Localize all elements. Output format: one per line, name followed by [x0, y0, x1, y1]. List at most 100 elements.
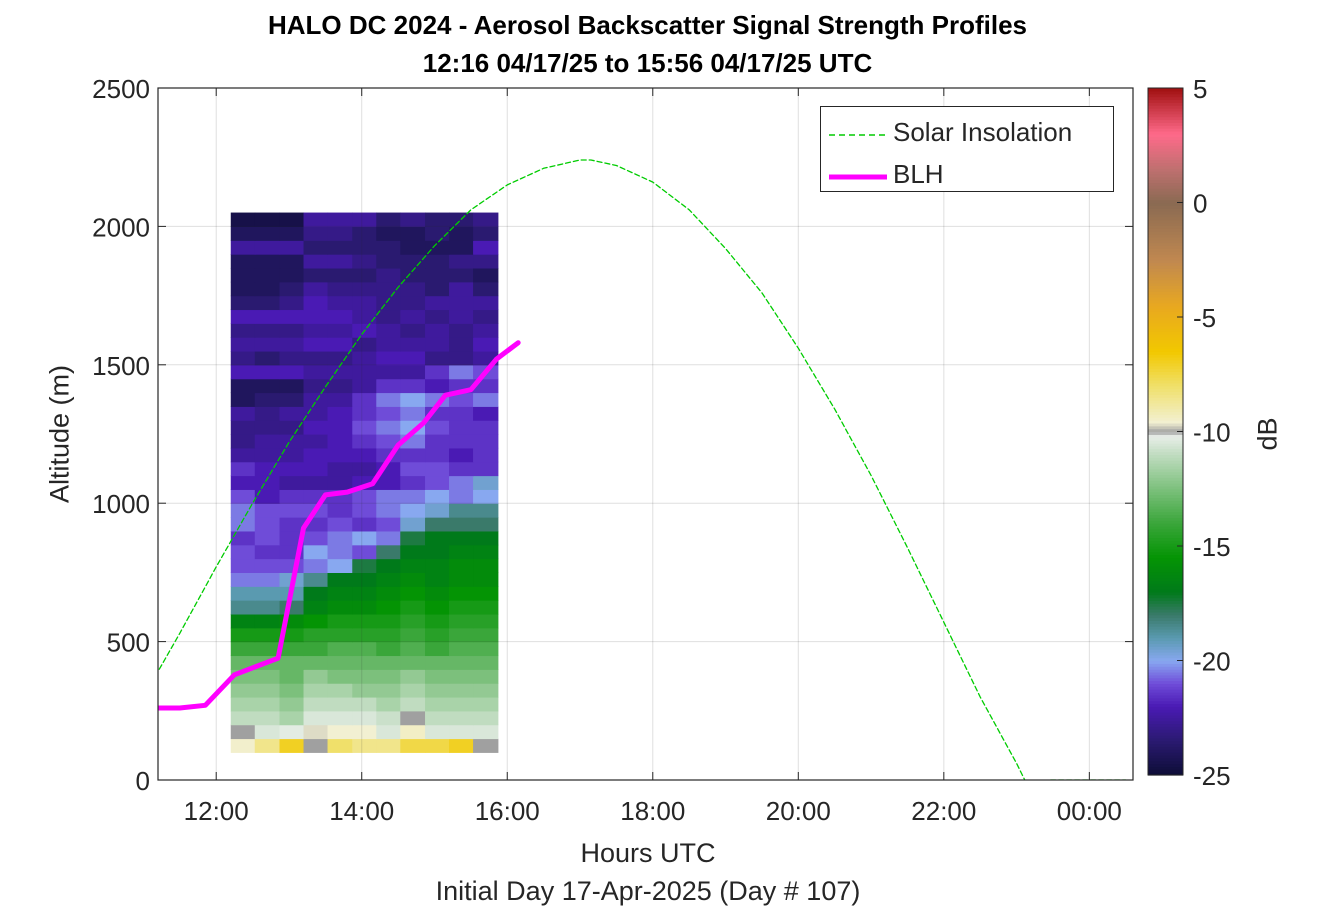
- colorbar-band: [1148, 311, 1183, 315]
- heatmap-cell: [327, 212, 353, 227]
- colorbar-band: [1148, 314, 1183, 318]
- colorbar-band: [1148, 182, 1183, 186]
- heatmap-cell: [400, 572, 426, 587]
- colorbar-band: [1148, 726, 1183, 730]
- heatmap-cell: [254, 434, 281, 449]
- colorbar-band: [1148, 193, 1183, 198]
- colorbar-band: [1148, 136, 1183, 141]
- colorbar-band: [1148, 714, 1183, 719]
- x-axis-label: Hours UTC: [580, 838, 716, 868]
- heatmap-cell: [376, 586, 401, 601]
- colorbar-band: [1148, 597, 1183, 601]
- heatmap-cell: [327, 267, 353, 283]
- heatmap-cell: [425, 434, 450, 449]
- heatmap-cell: [449, 503, 474, 518]
- legend-label-solar: Solar Insolation: [893, 117, 1073, 147]
- heatmap-cell: [473, 406, 499, 421]
- colorbar-band: [1148, 382, 1183, 387]
- y-tick-label: 1000: [92, 489, 150, 519]
- colorbar-band: [1148, 634, 1183, 639]
- heatmap-cell: [230, 323, 256, 338]
- colorbar: -25 -20 -15 -10 -5 0 5: [1147, 74, 1231, 791]
- heatmap-cell: [449, 475, 474, 490]
- colorbar-band: [1148, 614, 1183, 619]
- heatmap-cell: [400, 517, 426, 532]
- colorbar-band: [1148, 93, 1183, 98]
- colorbar-band: [1148, 245, 1183, 249]
- heatmap-cell: [230, 572, 256, 587]
- heatmap-cell: [254, 378, 281, 394]
- heatmap-cell: [327, 226, 353, 241]
- heatmap-cell: [327, 392, 353, 407]
- heatmap-cell: [352, 461, 377, 477]
- colorbar-band: [1148, 394, 1183, 398]
- heatmap-cell: [376, 226, 401, 241]
- heatmap-cell: [400, 350, 426, 366]
- heatmap-cell: [327, 724, 353, 740]
- heatmap-cell: [303, 309, 329, 324]
- heatmap-cell: [254, 267, 281, 283]
- colorbar-band: [1148, 671, 1183, 676]
- heatmap-cell: [279, 350, 305, 366]
- colorbar-band: [1148, 379, 1183, 384]
- heatmap-cell: [400, 323, 426, 338]
- heatmap-cell: [303, 600, 329, 615]
- colorbar-band: [1148, 611, 1183, 616]
- colorbar-band: [1148, 188, 1183, 192]
- heatmap-cell: [400, 337, 426, 352]
- colorbar-band: [1148, 772, 1183, 776]
- colorbar-band: [1148, 657, 1183, 662]
- heatmap-cell: [376, 503, 401, 518]
- colorbar-band: [1148, 150, 1183, 155]
- heatmap-cell: [352, 724, 377, 740]
- heatmap-cell: [230, 683, 256, 698]
- heatmap-cell: [449, 281, 474, 297]
- heatmap-cell: [230, 447, 256, 463]
- colorbar-band: [1148, 637, 1183, 642]
- heatmap-cell: [230, 309, 256, 324]
- heatmap-cell: [279, 240, 305, 255]
- heatmap-cell: [327, 240, 353, 255]
- heatmap-cell: [425, 503, 450, 518]
- colorbar-tick-label: -20: [1193, 647, 1231, 677]
- colorbar-band: [1148, 752, 1183, 756]
- colorbar-band: [1148, 754, 1183, 759]
- heatmap-cell: [327, 309, 353, 324]
- heatmap-cell: [254, 281, 281, 297]
- heatmap-cell: [449, 710, 474, 726]
- heatmap-cell: [230, 350, 256, 366]
- heatmap-cell: [376, 627, 401, 643]
- colorbar-band: [1148, 660, 1183, 664]
- colorbar-band: [1148, 116, 1183, 121]
- heatmap-cell: [376, 696, 401, 712]
- heatmap-cell: [279, 558, 305, 573]
- colorbar-band: [1148, 90, 1183, 95]
- x-tick-label: 22:00: [911, 796, 976, 826]
- heatmap-cell: [473, 309, 499, 324]
- heatmap-cell: [400, 738, 426, 753]
- heatmap-cell: [230, 254, 256, 269]
- heatmap-cell: [352, 613, 377, 629]
- heatmap-cell: [449, 295, 474, 311]
- heatmap-cell: [230, 710, 256, 726]
- colorbar-band: [1148, 534, 1183, 539]
- heatmap-cell: [327, 530, 353, 546]
- heatmap-cell: [279, 378, 305, 394]
- colorbar-band: [1148, 740, 1183, 745]
- heatmap-cell: [352, 309, 377, 324]
- heatmap-cell: [425, 309, 450, 324]
- heatmap-cell: [327, 600, 353, 615]
- heatmap-cell: [327, 378, 353, 394]
- heatmap-cell: [376, 558, 401, 573]
- heatmap-cell: [254, 323, 281, 338]
- heatmap-cell: [449, 447, 474, 463]
- colorbar-band: [1148, 580, 1183, 584]
- colorbar-band: [1148, 531, 1183, 536]
- heatmap-cell: [254, 600, 281, 615]
- colorbar-band: [1148, 566, 1183, 570]
- heatmap-cell: [352, 295, 377, 311]
- heatmap-cell: [400, 254, 426, 269]
- heatmap-cell: [449, 461, 474, 477]
- legend-swatch-blh: [829, 174, 887, 180]
- heatmap-cell: [303, 696, 329, 712]
